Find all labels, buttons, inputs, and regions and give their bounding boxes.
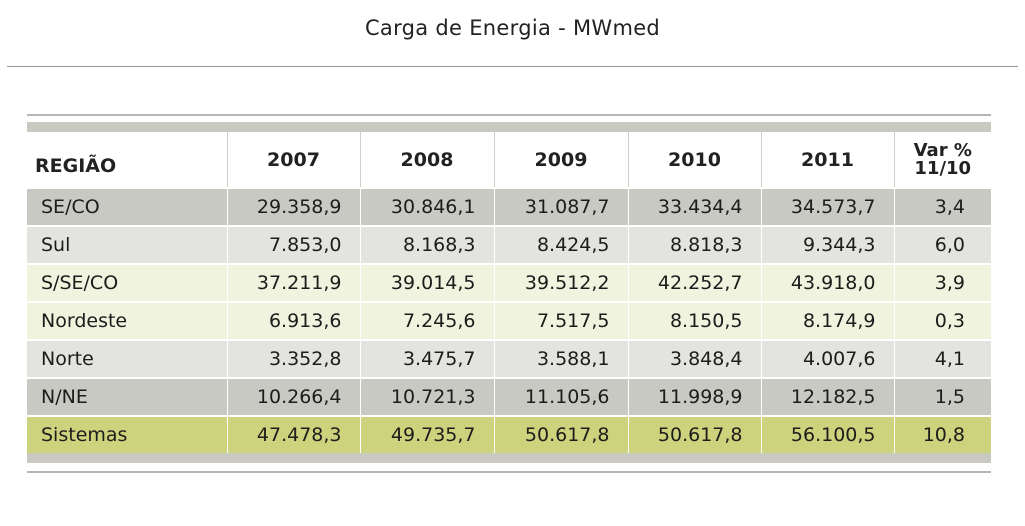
title-divider bbox=[7, 66, 1018, 67]
header-var: Var % 11/10 bbox=[893, 132, 991, 188]
value-cell-2007: 10.266,4 bbox=[226, 377, 360, 416]
value-cell-2011: 12.182,5 bbox=[760, 377, 894, 416]
table-body: SE/CO 29.358,9 30.846,1 31.087,7 33.434,4 34.… bbox=[27, 187, 991, 453]
page-title: Carga de Energia - MWmed bbox=[364, 16, 661, 40]
region-cell: SE/CO bbox=[27, 187, 227, 226]
value-cell-var: 3,9 bbox=[893, 263, 991, 302]
table-bottom-rule bbox=[27, 471, 991, 473]
table-header-row: REGIÃO 2007 2008 2009 2010 2011 Var % 11… bbox=[27, 132, 991, 188]
value-cell-2007: 37.211,9 bbox=[226, 263, 360, 302]
table-row: N/NE 10.266,4 10.721,3 11.105,6 11.998,9 12.1… bbox=[27, 377, 991, 416]
value-cell-2008: 3.475,7 bbox=[359, 339, 494, 378]
region-cell: Nordeste bbox=[27, 301, 227, 340]
energy-load-table-container: REGIÃO 2007 2008 2009 2010 2011 Var % 11… bbox=[27, 114, 991, 473]
header-var-line1: Var % bbox=[913, 139, 972, 161]
value-cell-2011: 4.007,6 bbox=[760, 339, 894, 378]
region-cell: Sul bbox=[27, 225, 227, 264]
header-2011: 2011 bbox=[760, 132, 894, 188]
value-cell-2010: 50.617,8 bbox=[627, 415, 761, 453]
value-cell-2010: 8.818,3 bbox=[627, 225, 761, 264]
value-cell-2008: 10.721,3 bbox=[359, 377, 494, 416]
header-2009: 2009 bbox=[493, 132, 628, 188]
table-row: Nordeste 6.913,6 7.245,6 7.517,5 8.150,5 8.17… bbox=[27, 301, 991, 340]
table-top-rule bbox=[27, 114, 991, 116]
value-cell-2008: 49.735,7 bbox=[359, 415, 494, 453]
value-cell-var: 1,5 bbox=[893, 377, 991, 416]
value-cell-2009: 11.105,6 bbox=[493, 377, 628, 416]
header-2007: 2007 bbox=[226, 132, 360, 188]
value-cell-2009: 8.424,5 bbox=[493, 225, 628, 264]
table-row: Sul 7.853,0 8.168,3 8.424,5 8.818,3 9.344,3 6,… bbox=[27, 225, 991, 264]
header-var-line2: 11/10 bbox=[914, 157, 972, 179]
value-cell-2007: 3.352,8 bbox=[226, 339, 360, 378]
value-cell-var: 3,4 bbox=[893, 187, 991, 226]
value-cell-2008: 7.245,6 bbox=[359, 301, 494, 340]
value-cell-2011: 34.573,7 bbox=[760, 187, 894, 226]
table-row: S/SE/CO 37.211,9 39.014,5 39.512,2 42.252,7 4… bbox=[27, 263, 991, 302]
value-cell-var: 4,1 bbox=[893, 339, 991, 378]
value-cell-var: 6,0 bbox=[893, 225, 991, 264]
header-region: REGIÃO bbox=[27, 132, 227, 188]
table-row: SE/CO 29.358,9 30.846,1 31.087,7 33.434,4 34.… bbox=[27, 187, 991, 226]
energy-load-table: REGIÃO 2007 2008 2009 2010 2011 Var % 11… bbox=[27, 132, 991, 453]
value-cell-2009: 31.087,7 bbox=[493, 187, 628, 226]
value-cell-2010: 11.998,9 bbox=[627, 377, 761, 416]
value-cell-2010: 42.252,7 bbox=[627, 263, 761, 302]
region-cell: S/SE/CO bbox=[27, 263, 227, 302]
value-cell-2007: 29.358,9 bbox=[226, 187, 360, 226]
value-cell-2009: 7.517,5 bbox=[493, 301, 628, 340]
region-cell: N/NE bbox=[27, 377, 227, 416]
value-cell-2008: 39.014,5 bbox=[359, 263, 494, 302]
value-cell-var: 10,8 bbox=[893, 415, 991, 453]
value-cell-2009: 3.588,1 bbox=[493, 339, 628, 378]
value-cell-2011: 9.344,3 bbox=[760, 225, 894, 264]
value-cell-2007: 7.853,0 bbox=[226, 225, 360, 264]
value-cell-2010: 3.848,4 bbox=[627, 339, 761, 378]
value-cell-2008: 8.168,3 bbox=[359, 225, 494, 264]
value-cell-2008: 30.846,1 bbox=[359, 187, 494, 226]
value-cell-2009: 39.512,2 bbox=[493, 263, 628, 302]
value-cell-2010: 33.434,4 bbox=[627, 187, 761, 226]
value-cell-2010: 8.150,5 bbox=[627, 301, 761, 340]
value-cell-2007: 6.913,6 bbox=[226, 301, 360, 340]
value-cell-2011: 8.174,9 bbox=[760, 301, 894, 340]
region-cell: Sistemas bbox=[27, 415, 227, 453]
value-cell-2011: 56.100,5 bbox=[760, 415, 894, 453]
value-cell-2009: 50.617,8 bbox=[493, 415, 628, 453]
table-top-band bbox=[27, 122, 991, 132]
region-cell: Norte bbox=[27, 339, 227, 378]
value-cell-var: 0,3 bbox=[893, 301, 991, 340]
value-cell-2007: 47.478,3 bbox=[226, 415, 360, 453]
table-row: Sistemas 47.478,3 49.735,7 50.617,8 50.617,8… bbox=[27, 415, 991, 453]
header-2008: 2008 bbox=[359, 132, 494, 188]
value-cell-2011: 43.918,0 bbox=[760, 263, 894, 302]
table-row: Norte 3.352,8 3.475,7 3.588,1 3.848,4 4.007,6… bbox=[27, 339, 991, 378]
header-2010: 2010 bbox=[627, 132, 761, 188]
table-bottom-band bbox=[27, 453, 991, 463]
